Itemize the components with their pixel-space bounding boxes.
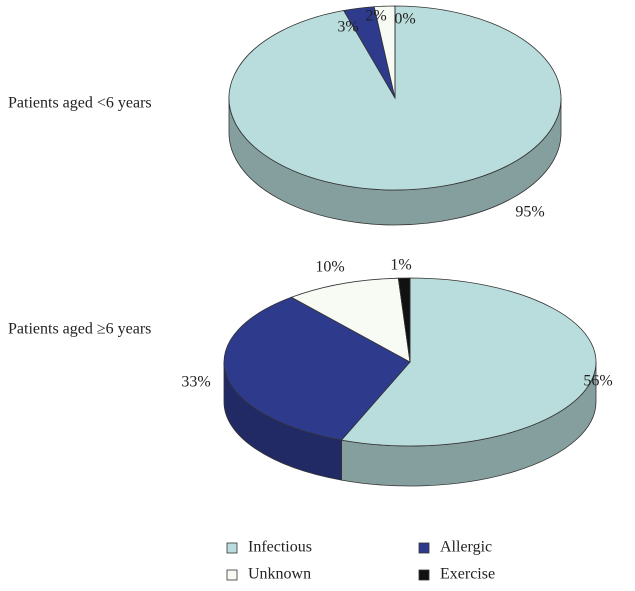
value-label: 0% <box>394 11 415 28</box>
value-label: 3% <box>337 19 358 36</box>
legend-label: Infectious <box>248 539 312 556</box>
pie-slice <box>340 277 597 447</box>
pie-title: Patients aged <6 years <box>8 95 152 112</box>
legend-swatch <box>226 542 238 554</box>
pie-slice <box>397 277 411 363</box>
pie-title: Patients aged ≥6 years <box>8 321 151 338</box>
legend-label: Allergic <box>440 539 492 556</box>
legend-swatch <box>226 569 238 581</box>
pie-group <box>223 277 597 487</box>
value-label: 33% <box>181 374 210 391</box>
pie-group <box>228 5 562 226</box>
legend-swatch <box>418 542 430 554</box>
legend-label: Exercise <box>440 566 495 583</box>
value-label: 10% <box>315 259 344 276</box>
value-label: 2% <box>365 8 386 25</box>
legend-label: Unknown <box>248 566 311 583</box>
pie-slice <box>290 277 411 363</box>
pie-slice <box>223 296 411 441</box>
legend-swatch <box>418 569 430 581</box>
value-label: 1% <box>390 257 411 274</box>
value-label: 95% <box>515 204 544 221</box>
value-label: 56% <box>583 373 612 390</box>
